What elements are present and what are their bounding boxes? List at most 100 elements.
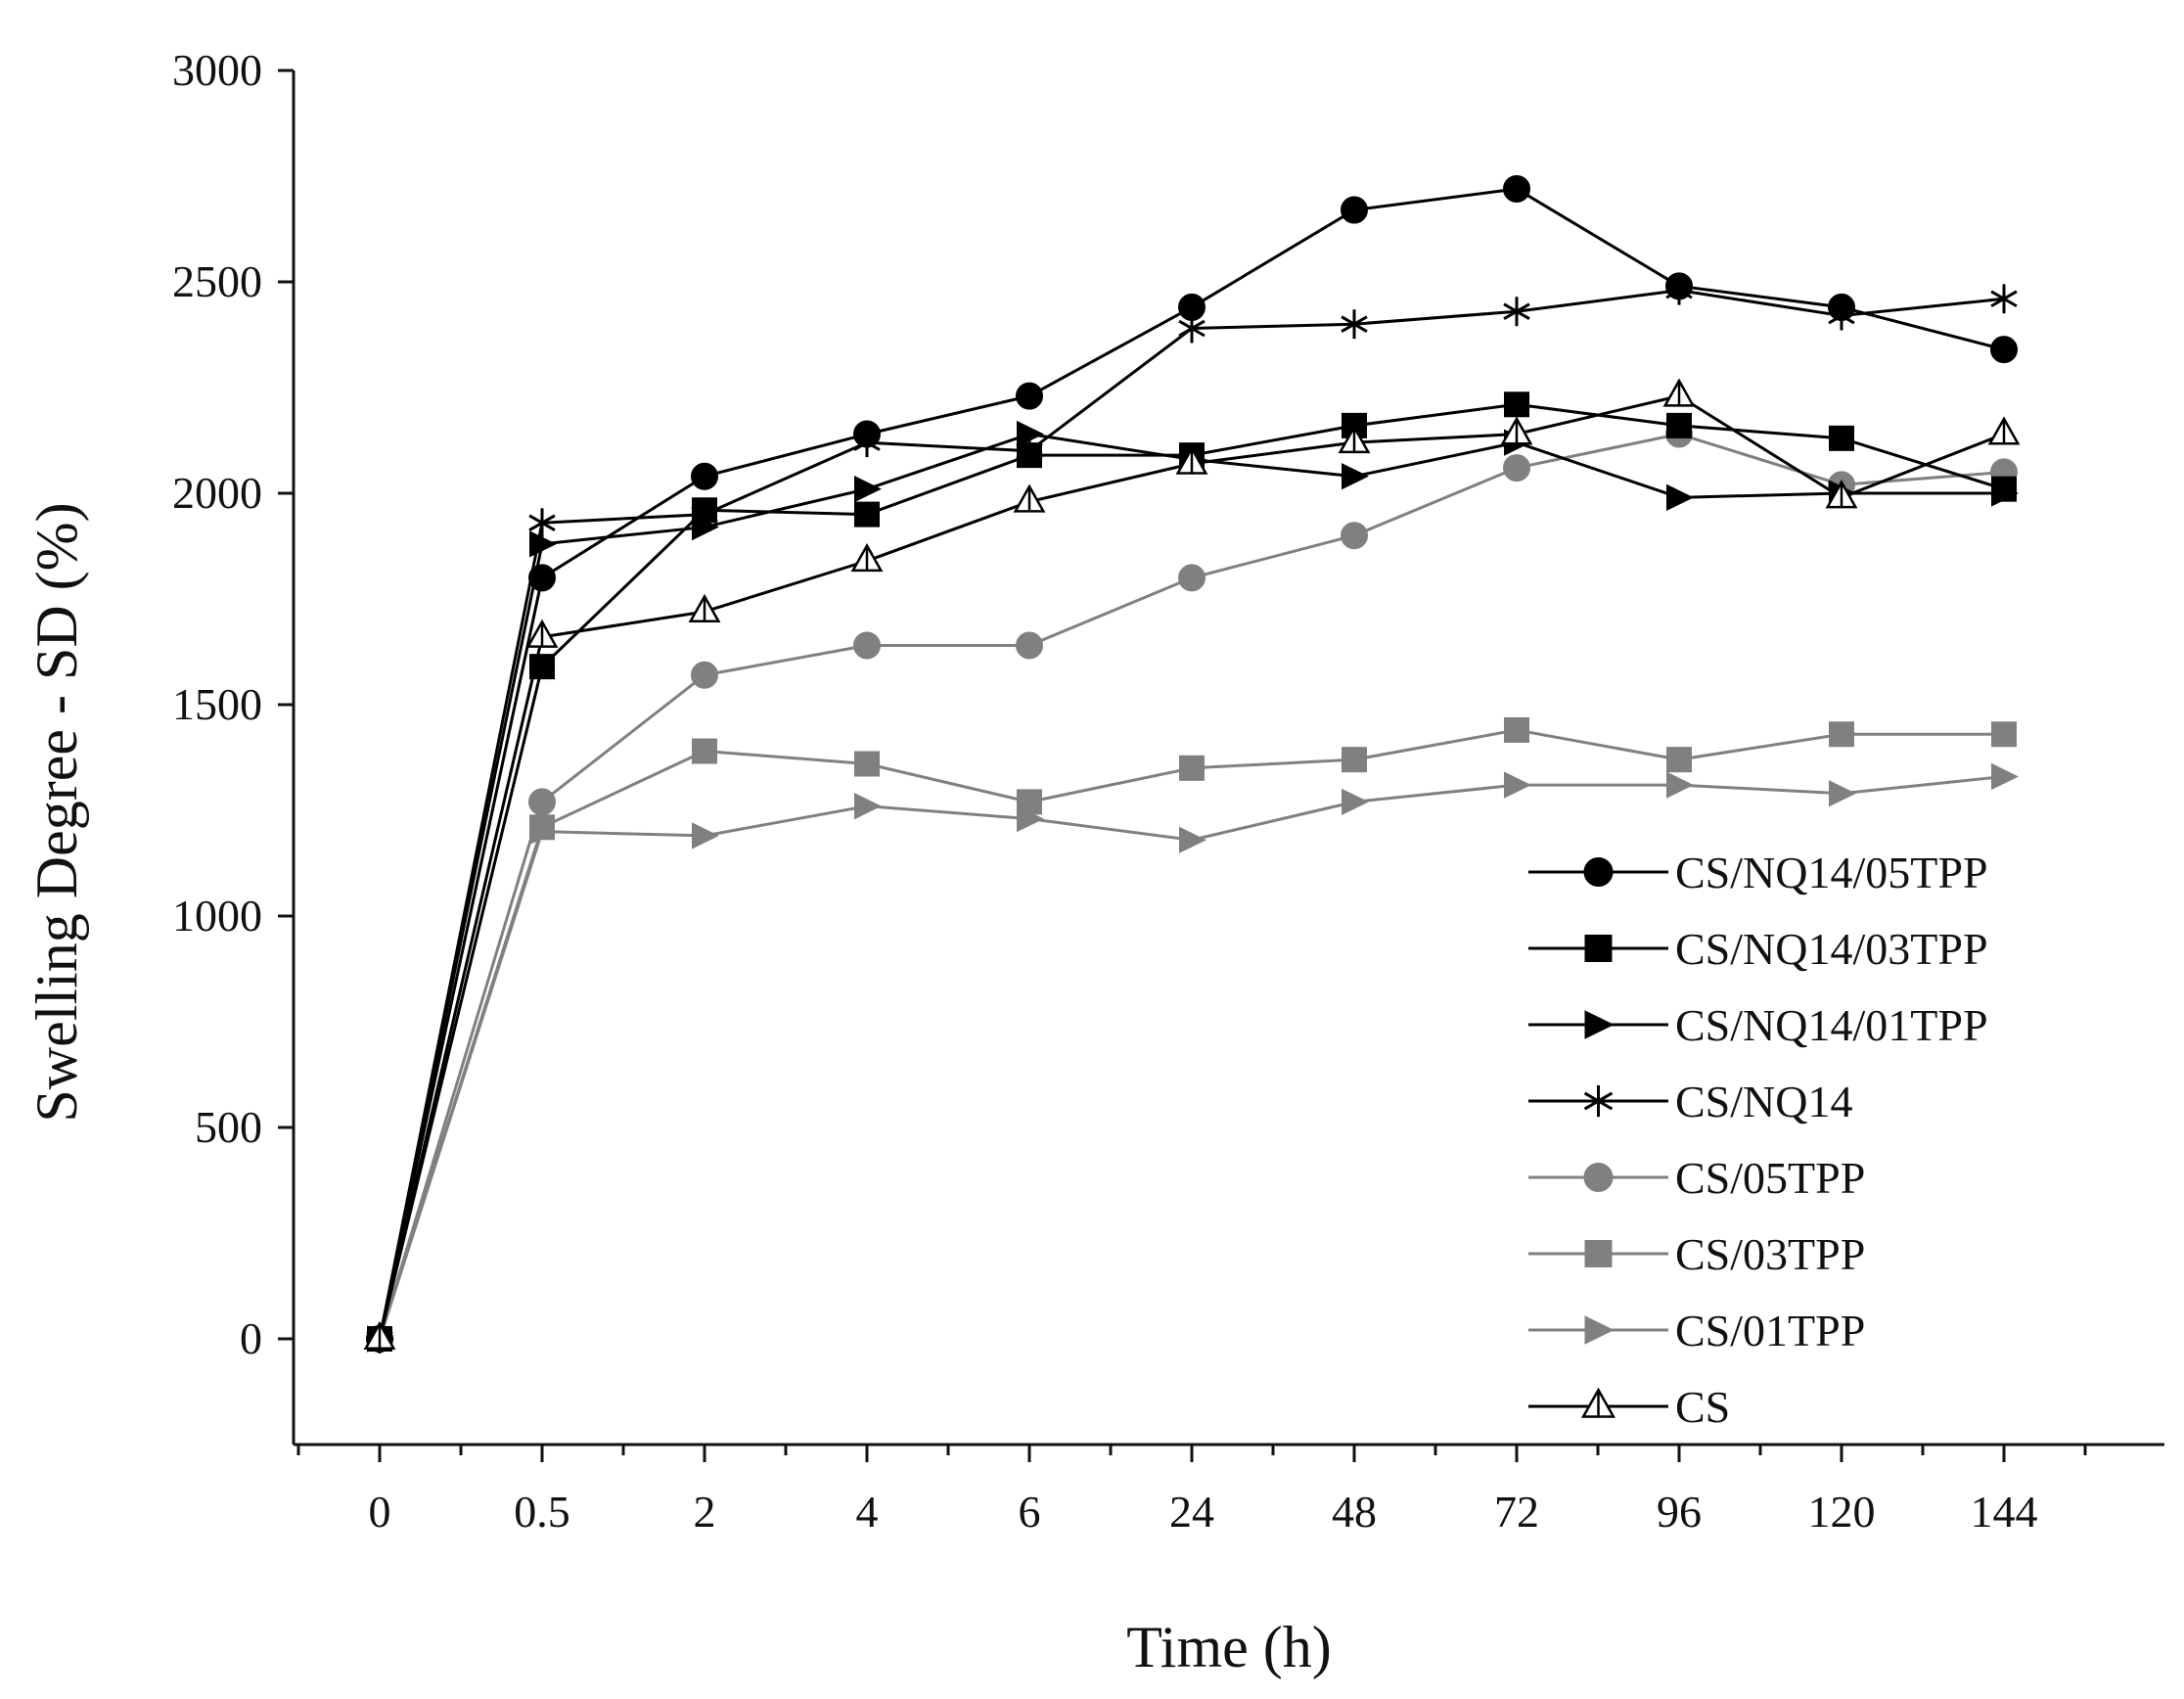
y-axis-title: Swelling Degree - SD (%) <box>24 502 89 1122</box>
legend-entry: CS <box>1528 1382 1730 1432</box>
legend-label: CS/01TPP <box>1675 1306 1865 1355</box>
data-point <box>1503 174 1530 203</box>
data-point <box>1991 762 2019 791</box>
marker-part <box>1990 290 2018 308</box>
legend-entry: CS/NQ14/01TPP <box>1528 1000 1988 1050</box>
data-point <box>1666 412 1692 438</box>
legend-marker <box>1584 1315 1615 1345</box>
marker-part <box>691 505 718 524</box>
marker-part <box>853 434 881 451</box>
legend-marker <box>1584 1240 1613 1267</box>
data-point <box>528 788 556 816</box>
legend-entry: CS/05TPP <box>1528 1153 1865 1203</box>
legend-entry: CS/NQ14/05TPP <box>1528 848 1988 897</box>
legend-marker <box>1580 1387 1616 1418</box>
x-tick-label: 0 <box>369 1487 391 1537</box>
data-point <box>1016 436 1043 466</box>
data-point <box>1179 755 1205 781</box>
legend-label: CS/05TPP <box>1675 1153 1865 1203</box>
data-point <box>1017 420 1044 448</box>
data-point <box>1666 483 1694 511</box>
legend-entry: CS/03TPP <box>1528 1229 1865 1279</box>
data-point <box>1342 463 1369 490</box>
y-tick-label: 2500 <box>172 256 262 306</box>
data-point <box>1666 747 1692 773</box>
x-ticks: 0 0.5 2 4 6 24 48 72 96 120 144 <box>296 1445 2087 1537</box>
data-point <box>1829 425 1854 451</box>
y-tick-label: 3000 <box>172 45 262 95</box>
x-tick-label: 0.5 <box>514 1487 570 1537</box>
data-point <box>688 593 721 622</box>
x-tick-label: 120 <box>1808 1487 1876 1537</box>
legend-label: CS/NQ14/03TPP <box>1675 924 1988 974</box>
axes <box>292 70 2164 1446</box>
series-group <box>363 174 2021 1354</box>
y-tick-label: 1500 <box>172 679 262 729</box>
data-point <box>1825 480 1858 509</box>
data-point <box>1666 771 1694 799</box>
y-tick-label: 2000 <box>172 468 262 518</box>
data-point <box>691 462 718 490</box>
x-tick-label: 48 <box>1332 1487 1377 1537</box>
legend-entry: CS/NQ14/03TPP <box>1528 924 1988 974</box>
data-point <box>1341 196 1368 224</box>
legend-marker <box>1584 1010 1615 1039</box>
data-point <box>1991 721 2017 748</box>
data-point <box>854 501 880 528</box>
legend-marker <box>1583 1084 1614 1118</box>
x-tick-label: 2 <box>694 1487 716 1537</box>
marker-part <box>1341 315 1368 333</box>
data-point <box>363 1320 396 1350</box>
data-point <box>1341 309 1368 340</box>
data-point <box>854 751 880 777</box>
data-point <box>692 738 717 764</box>
x-axis-title: Time (h) <box>1126 1615 1331 1679</box>
marker-part <box>1178 319 1206 338</box>
data-point <box>1990 284 2018 314</box>
marker-part <box>1503 302 1530 321</box>
data-point <box>1179 826 1206 853</box>
marker-part <box>528 514 556 532</box>
data-point <box>1178 564 1206 592</box>
y-tick-label: 500 <box>195 1102 262 1152</box>
data-point <box>1338 425 1371 454</box>
legend: CS/NQ14/05TPP CS/NQ14/03TPP CS/NQ14/01TPP C… <box>1528 848 1988 1432</box>
data-point <box>853 631 881 660</box>
data-point <box>1504 771 1531 799</box>
data-point <box>692 822 719 850</box>
legend-label: CS/NQ14 <box>1675 1077 1852 1126</box>
series-CS/03TPP <box>367 716 2017 1352</box>
series-CS/01TPP <box>367 762 2019 1353</box>
data-point <box>1017 804 1044 833</box>
data-point <box>529 817 557 846</box>
x-tick-label: 72 <box>1494 1487 1539 1537</box>
data-point <box>1829 780 1856 807</box>
data-point <box>1500 416 1533 445</box>
series-CS/NQ14 <box>366 275 2018 1354</box>
data-point <box>1342 747 1367 773</box>
x-tick-label: 96 <box>1657 1487 1702 1537</box>
data-point <box>1665 275 1693 305</box>
data-point <box>691 499 718 529</box>
legend-marker <box>1583 857 1614 887</box>
x-tick-label: 6 <box>1019 1487 1041 1537</box>
data-point <box>1504 716 1529 743</box>
data-point <box>1991 480 2019 507</box>
data-point <box>1990 336 2018 364</box>
legend-label: CS/NQ14/05TPP <box>1675 848 1988 897</box>
legend-entry: CS/NQ14 <box>1528 1077 1852 1126</box>
x-tick-label: 144 <box>1971 1487 2038 1537</box>
legend-entry: CS/01TPP <box>1528 1306 1865 1355</box>
y-ticks: 0 500 1000 1500 2000 2500 3000 <box>172 45 294 1363</box>
data-point <box>528 508 556 538</box>
data-point <box>1016 382 1043 410</box>
data-point <box>1503 454 1530 482</box>
legend-marker <box>1584 935 1613 962</box>
data-point <box>854 476 882 503</box>
x-tick-label: 4 <box>856 1487 879 1537</box>
data-point <box>1829 721 1854 748</box>
data-point <box>850 542 884 573</box>
data-point <box>1178 313 1206 344</box>
series-CS <box>363 378 2021 1350</box>
